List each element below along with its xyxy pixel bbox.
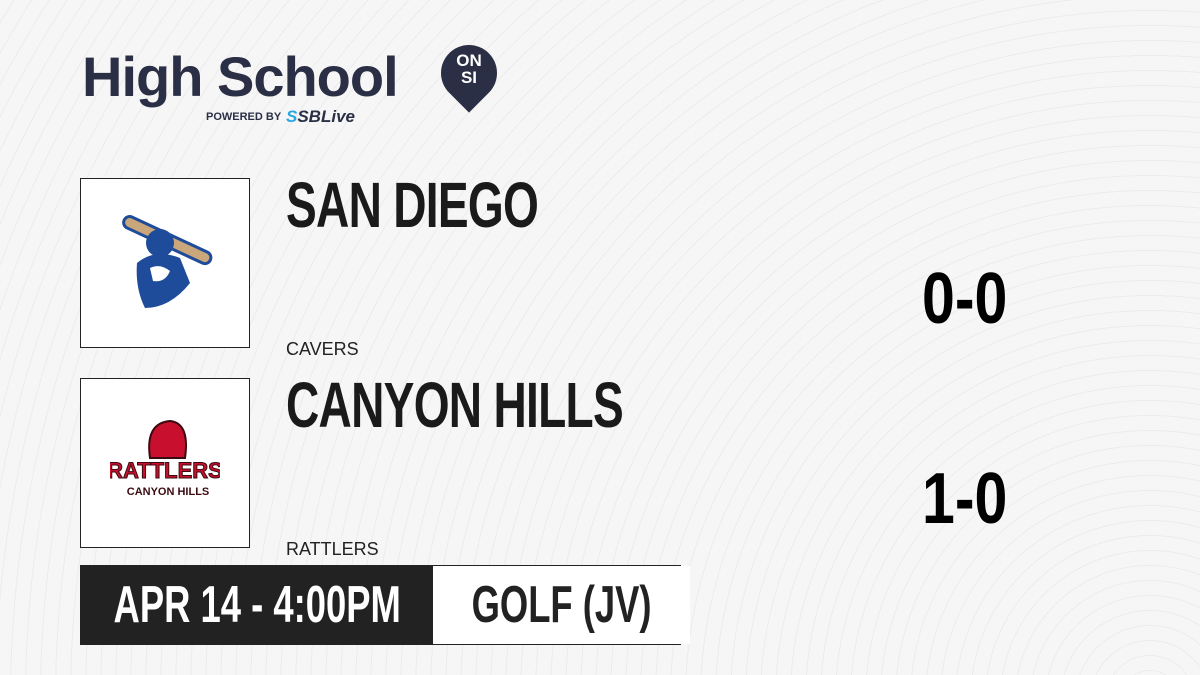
team-logo-canyon-hills: RATTLERS CANYON HILLS bbox=[80, 378, 250, 548]
home-team-mascot: CAVERS bbox=[286, 339, 359, 359]
svg-text:CANYON HILLS: CANYON HILLS bbox=[127, 486, 210, 498]
home-team-record: 0-0 bbox=[922, 259, 1008, 339]
away-team-record: 1-0 bbox=[922, 459, 1008, 539]
svg-text:RATTLERS: RATTLERS bbox=[110, 458, 220, 483]
badge-text: ON SI bbox=[456, 51, 482, 87]
away-team-mascot: RATTLERS bbox=[286, 539, 379, 559]
rattlesnake-icon: RATTLERS CANYON HILLS bbox=[110, 419, 220, 498]
event-bar: APR 14 - 4:00PM GOLF (JV) bbox=[80, 565, 691, 645]
event-datetime: APR 14 - 4:00PM bbox=[81, 566, 433, 644]
event-sport: GOLF (JV) bbox=[433, 566, 691, 644]
powered-by: POWERED BY bbox=[206, 111, 282, 123]
caveman-bat-icon bbox=[122, 215, 213, 308]
brand-title: High School bbox=[82, 45, 399, 108]
team-logo-san-diego bbox=[80, 178, 250, 348]
away-team-name: CANYON HILLS bbox=[286, 369, 624, 441]
partner-logo: SSBLive bbox=[286, 107, 355, 126]
home-team-name: SAN DIEGO bbox=[286, 169, 539, 241]
